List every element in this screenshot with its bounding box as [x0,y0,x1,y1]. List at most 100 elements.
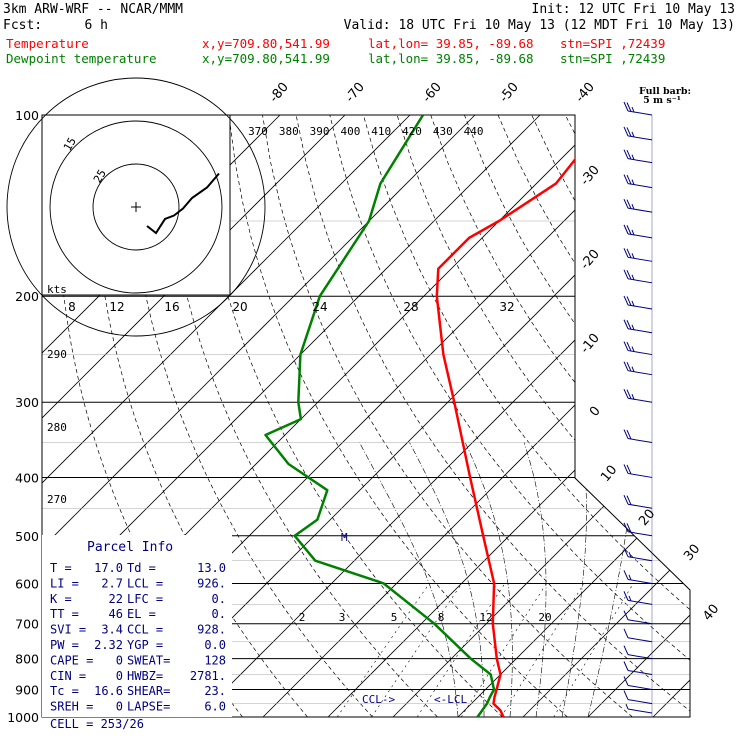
barb-half-flag [625,703,629,710]
legend-temperature-stn: stn=SPI ,72439 [560,36,665,51]
wind-barb [623,429,653,444]
moist-adiabat [409,442,485,717]
parcel-value: 3.4 [101,623,123,637]
parcel-label: EL = [127,607,156,621]
wind-barb [623,495,653,509]
header: 3km ARW-WRF -- NCAR/MMM Init: 12 UTC Fri… [3,2,735,106]
temperature-tick-label: 30 [681,542,703,564]
parcel-value: 926. [197,576,226,590]
moist-adiabat [587,442,636,717]
barb-staff [627,619,653,625]
legend-dewpoint-xy: x,y=709.80,541.99 [202,51,330,66]
temperature-tick-label: -60 [420,80,445,106]
barb-staff [627,278,653,284]
mixing-ratio-label: 20 [538,611,551,624]
temperature-tick-label: -80 [267,80,292,106]
barb-staff [627,556,653,562]
barb-staff [627,256,653,262]
mixing-ratio-line [371,583,463,717]
speed-tick-label: 20 [232,300,247,314]
barb-staff [627,183,653,189]
barb-flag [626,248,632,259]
barb-flag [623,101,629,112]
theta-label: 380 [279,125,299,138]
barb-half-flag [628,595,632,602]
barb-flag [623,248,629,258]
barb-flag [623,464,629,474]
parcel-label: CIN = [50,669,86,683]
barb-staff [627,233,653,239]
parcel-value: 22 [109,592,123,606]
barb-flag [626,320,632,330]
parcel-info-bg [42,535,232,717]
parcel-label: Td = [127,561,156,575]
parcel-value: 0 [116,700,123,714]
temperature-tick-label: -40 [573,80,598,106]
barb-staff [627,110,653,116]
parcel-value: 0. [212,592,226,606]
dry-adiabat [632,115,690,717]
barb-flag [623,295,629,306]
temperature-line [435,115,607,717]
parcel-label: HWBZ= [127,669,163,683]
parcel-label: CAPE = [50,653,93,667]
barb-flag [626,127,632,137]
barb-flag [623,570,629,580]
lcl-marker: <-LCL [434,693,467,706]
wind-barb [623,198,653,213]
dry-adiabat [734,115,740,717]
wind-barb [623,389,653,403]
profile-series [264,115,607,717]
barb-staff [627,578,653,584]
legend-temperature-latlon: lat,lon= 39.85, -89.68 [368,36,534,51]
hodograph: 15 25 kts [6,77,266,337]
barb-flag [626,523,632,533]
barb-flag [623,269,629,280]
theta-label: 440 [464,125,484,138]
ccl-marker: CCL-> [362,693,395,706]
barb-staff [627,670,653,676]
barb-staff [627,637,653,643]
dry-adiabat [430,115,690,717]
parcel-label: LI = [50,576,79,590]
parcel-label: PW = [50,638,79,652]
temperature-tick-label: -10 [578,331,603,357]
isotherm [718,115,740,717]
temperature-tick-label: -20 [578,247,603,273]
barb-half-flag [631,324,635,330]
hodograph-ring [92,163,180,251]
barb-half-flag [631,253,635,259]
parcel-label: LAPSE= [127,700,170,714]
pressure-tick-label: 900 [15,682,39,697]
parcel-value: 0.0 [204,638,226,652]
parcel-value: 0 [116,669,123,683]
parcel-value: 0 [116,653,123,667]
speed-tick-label: 16 [164,300,179,314]
barb-half-flag [631,300,635,307]
barb-staff [627,531,653,537]
wind-barb [623,269,653,284]
wind-barb [623,591,653,605]
pressure-tick-label: 400 [15,470,39,485]
dry-adiabat [598,115,690,717]
barb-half-flag [631,229,635,236]
pressure-tick-label: 600 [15,576,39,591]
barb-flag [623,645,629,655]
pressure-tick-label: 800 [15,652,39,667]
barb-staff [627,699,653,705]
temperature-tick-label: -70 [343,80,368,106]
barb-flag [626,464,632,475]
barb-half-flag [631,346,635,352]
dry-adiabat [531,115,690,717]
dry-adiabat [564,115,690,717]
barb-flag [626,296,632,306]
isotherm [197,115,690,717]
speed-tick-label: 24 [312,300,327,314]
parcel-value: 46 [109,607,123,621]
wind-barb [623,547,653,562]
barb-staff [627,599,653,605]
theta-label: 410 [371,125,391,138]
barb-flag [626,149,632,160]
speed-tick-label: 8 [68,300,76,314]
